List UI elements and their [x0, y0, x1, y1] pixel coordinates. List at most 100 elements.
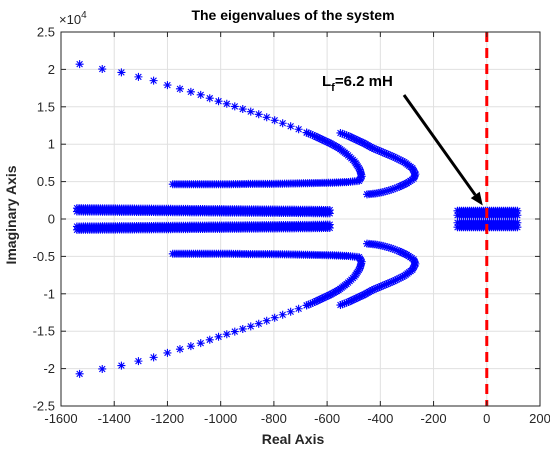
y-tick-label: -1	[43, 286, 55, 301]
eigenvalue-point	[375, 146, 384, 155]
eigenvalue-point	[394, 247, 403, 256]
eigenvalue-point	[353, 136, 362, 145]
eigenvalue-point	[396, 156, 405, 165]
eigenvalue-point	[336, 301, 345, 310]
eigenvalue-point	[357, 292, 366, 301]
eigenvalue-point	[238, 105, 247, 114]
x-tick-label: -800	[261, 411, 287, 426]
eigenvalue-point	[168, 180, 177, 189]
eigenvalue-point	[312, 297, 321, 306]
eigenvalue-point	[386, 185, 395, 194]
eigenvalue-point	[386, 278, 395, 287]
eigenvalue-point	[342, 298, 351, 307]
eigenvalue-point	[254, 319, 263, 328]
eigenvalue-point	[345, 132, 354, 141]
eigenvalue-point	[306, 299, 315, 308]
eigenvalue-branch-1	[75, 60, 366, 189]
eigenvalue-point	[375, 283, 384, 292]
eigenvalue-point	[320, 136, 329, 145]
eigenvalue-point	[75, 60, 84, 69]
eigenvalue-branch-12	[453, 223, 522, 232]
eigenvalue-point	[321, 137, 330, 146]
x-tick-label: -600	[314, 411, 340, 426]
eigenvalue-point	[360, 290, 369, 299]
y-tick-label: -2.5	[33, 399, 55, 414]
eigenvalue-point	[163, 348, 172, 357]
eigenvalue-point	[398, 272, 407, 281]
eigenvalue-point	[222, 330, 231, 339]
eigenvalue-point	[336, 128, 345, 137]
eigenvalue-point	[205, 94, 214, 103]
eigenvalue-point	[325, 209, 334, 218]
eigenvalue-point	[371, 284, 380, 293]
eigenvalue-point	[394, 155, 403, 164]
eigenvalue-point	[338, 129, 347, 138]
eigenvalue-point	[175, 84, 184, 93]
x-tick-label: -1200	[151, 411, 184, 426]
annotation-arrowhead	[470, 191, 483, 206]
annotation-label-sub: f	[331, 82, 335, 94]
x-tick-label: -1400	[98, 411, 131, 426]
eigenvalue-point	[390, 245, 399, 254]
x-tick-label: -400	[367, 411, 393, 426]
eigenvalue-point	[246, 107, 255, 116]
annotation-label-main: L	[322, 73, 331, 90]
eigenvalue-point	[401, 179, 410, 188]
y-tick-label: -1.5	[33, 324, 55, 339]
eigenvalue-point	[262, 316, 271, 325]
eigenvalue-point	[302, 128, 311, 137]
eigenvalue-point	[390, 184, 399, 193]
annotation-arrow	[402, 94, 477, 196]
eigenvalue-point	[350, 295, 359, 304]
eigenvalue-point	[388, 185, 397, 194]
eigenvalue-branch-10	[453, 211, 522, 220]
tick-labels: -1600 -1400 -1200 -1000 -800 -600 -400 -200 0 200…	[33, 25, 550, 427]
y-exponent-base: ×10	[59, 12, 81, 27]
eigenvalue-point	[344, 131, 353, 140]
eigenvalue-point	[396, 273, 405, 282]
eigenvalue-point	[294, 125, 303, 134]
eigenvalue-point	[399, 249, 408, 258]
y-exponent-power: 4	[81, 10, 87, 21]
eigenvalue-point	[358, 291, 367, 300]
eigenvalue-point	[349, 295, 358, 304]
annotation: Lf=6.2 mH	[322, 73, 483, 206]
eigenvalue-point	[347, 133, 356, 142]
eigenvalue-point	[315, 295, 324, 304]
eigenvalue-point	[310, 298, 319, 307]
eigenvalue-point	[387, 277, 396, 286]
eigenvalue-point	[513, 218, 522, 227]
y-tick-label: 1.5	[37, 99, 55, 114]
eigenvalue-point	[358, 138, 367, 147]
eigenvalue-point	[370, 144, 379, 153]
eigenvalue-point	[357, 137, 366, 146]
eigenvalue-point	[409, 255, 418, 264]
eigenvalue-point	[149, 76, 158, 85]
eigenvalue-point	[286, 122, 295, 131]
eigenvalue-branch-2	[75, 249, 366, 378]
eigenvalue-point	[149, 353, 158, 362]
grid	[60, 31, 541, 407]
eigenvalue-point	[389, 277, 398, 286]
x-tick-label: -1000	[204, 411, 237, 426]
eigenvalue-point	[410, 256, 419, 265]
y-tick-label: 0.5	[37, 174, 55, 189]
eigenvalue-point	[382, 149, 391, 158]
eigenvalue-point	[278, 310, 287, 319]
eigenvalue-point	[222, 99, 231, 108]
eigenvalue-point	[373, 146, 382, 155]
eigenvalue-branch-8	[72, 223, 334, 234]
eigenvalue-point	[352, 294, 361, 303]
eigenvalue-point	[318, 294, 327, 303]
eigenvalue-point	[373, 283, 382, 292]
eigenvalue-point	[323, 292, 332, 301]
eigenvalue-point	[401, 250, 410, 259]
series-layer	[72, 60, 522, 378]
eigenvalue-point	[386, 244, 395, 253]
eigenvalue-branch-11	[453, 218, 522, 227]
eigenvalue-point	[387, 152, 396, 161]
eigenvalue-point	[355, 137, 364, 146]
eigenvalue-point	[325, 223, 334, 232]
eigenvalue-point	[338, 300, 347, 309]
